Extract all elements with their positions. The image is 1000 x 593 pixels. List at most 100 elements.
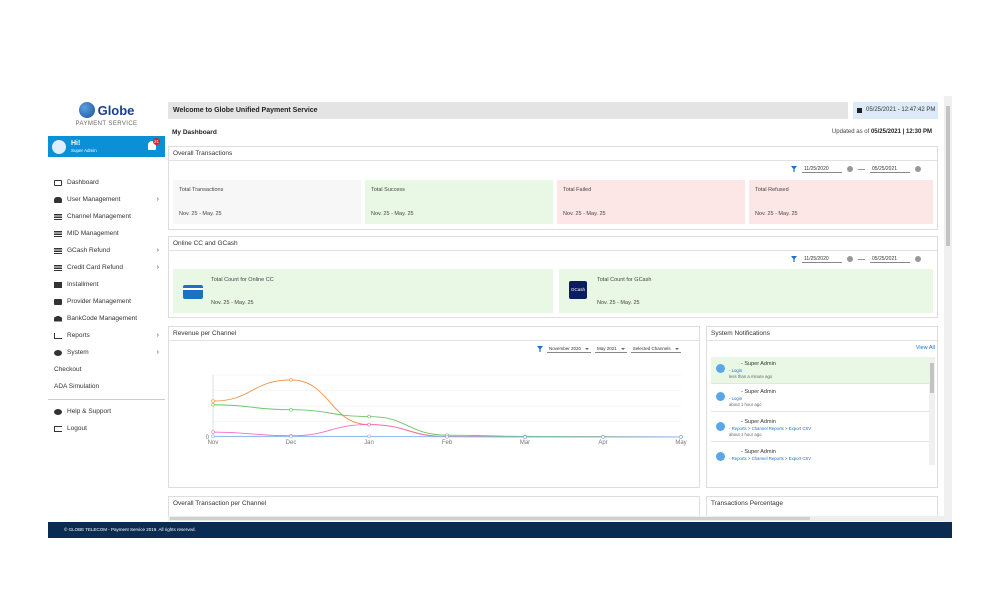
x-tick-label: Dec — [286, 440, 297, 446]
logout-icon — [54, 425, 62, 432]
notification-action[interactable]: - Reports > Channel Reports > Export CSV — [729, 426, 812, 431]
view-all-link[interactable]: View All — [915, 345, 935, 351]
sidebar-item-provider-management[interactable]: Provider Management — [48, 293, 165, 310]
notification-time: about 1 hour ago — [729, 432, 762, 437]
sidebar-item-label: Installment — [67, 281, 99, 288]
notification-item[interactable]: - Super Admin - Reports > Channel Report… — [711, 445, 931, 472]
notification-time: about 1 hour ago — [729, 402, 762, 407]
date-from-input[interactable]: 11/25/2020 — [802, 255, 842, 263]
notification-action[interactable]: - Login — [729, 396, 743, 401]
sidebar-item-help-support[interactable]: Help & Support — [48, 403, 165, 420]
data-point — [211, 399, 215, 403]
date-from-input[interactable]: 11/25/2020 — [802, 165, 842, 173]
revenue-per-channel-panel: Revenue per Channel November 2020 May 20… — [168, 326, 700, 488]
user-bar[interactable]: Hi! Super Admin 21 — [48, 136, 165, 157]
total-refused-card[interactable]: Total Refused Nov. 25 - May. 25 — [749, 180, 933, 224]
app-window: Globe PAYMENT SERVICE Hi! Super Admin 21… — [48, 96, 952, 538]
notifications-scrollbar[interactable] — [929, 357, 935, 465]
date-to-input[interactable]: 05/25/2021 — [870, 255, 910, 263]
notification-item[interactable]: - Super Admin - Login less than a minute… — [711, 357, 931, 384]
card-range: Nov. 25 - May. 25 — [563, 211, 606, 217]
footer: © GLOBE TELECOM - Payment Service 2019. … — [48, 522, 952, 538]
to-month-select[interactable]: May 2021 — [595, 345, 627, 353]
bell-icon[interactable] — [148, 141, 156, 150]
card-range: Nov. 25 - May. 25 — [211, 300, 254, 306]
total-transactions-card[interactable]: Total Transactions Nov. 25 - May. 25 — [173, 180, 361, 224]
bank-icon — [54, 315, 62, 322]
notification-item[interactable]: - Super Admin - Reports > Channel Report… — [711, 415, 931, 442]
user-avatar-icon — [716, 392, 725, 401]
notification-action[interactable]: - Reports > Channel Reports > Export CSV — [729, 456, 812, 461]
brand-subtitle: PAYMENT SERVICE — [75, 121, 138, 127]
data-point — [367, 422, 371, 427]
sidebar-item-installment[interactable]: Installment — [48, 276, 165, 293]
sidebar-item-gcash-refund[interactable]: GCash Refund › — [48, 242, 165, 259]
sidebar-item-ada-simulation[interactable]: ADA Simulation — [48, 378, 165, 395]
chevron-right-icon: › — [156, 264, 159, 271]
card-title: Total Refused — [755, 187, 789, 193]
card-range: Nov. 25 - May. 25 — [179, 211, 222, 217]
sidebar-item-dashboard[interactable]: Dashboard — [48, 174, 165, 191]
filter-icon[interactable] — [537, 346, 543, 352]
list-icon — [54, 213, 62, 220]
clear-icon[interactable] — [847, 256, 853, 262]
total-success-card[interactable]: Total Success Nov. 25 - May. 25 — [365, 180, 553, 224]
sidebar-item-label: Logout — [67, 425, 87, 432]
date-filter: 11/25/2020 — 05/25/2021 — [791, 165, 921, 173]
panel-title: Overall Transaction per Channel — [173, 500, 267, 507]
filter-icon[interactable] — [791, 256, 797, 262]
clear-icon[interactable] — [847, 166, 853, 172]
gcash-card[interactable]: GCash Total Count for GCash Nov. 25 - Ma… — [559, 269, 933, 313]
data-point — [289, 378, 293, 382]
data-point — [601, 435, 605, 439]
data-point — [211, 403, 215, 407]
range-separator: — — [858, 255, 865, 263]
sidebar-item-mid-management[interactable]: MID Management — [48, 225, 165, 242]
chevron-right-icon: › — [156, 196, 159, 203]
sidebar-item-channel-management[interactable]: Channel Management — [48, 208, 165, 225]
sidebar-item-checkout[interactable]: Checkout — [48, 361, 165, 378]
sidebar-item-reports[interactable]: Reports › — [48, 327, 165, 344]
from-month-select[interactable]: November 2020 — [547, 345, 592, 353]
notification-user: - Super Admin — [741, 449, 776, 455]
sidebar-item-bankcode-management[interactable]: BankCode Management — [48, 310, 165, 327]
sidebar-item-label: Checkout — [54, 366, 82, 373]
data-point — [367, 414, 371, 419]
notification-item[interactable]: - Super Admin - Login about 1 hour ago — [711, 385, 931, 412]
page-scrollbar[interactable] — [944, 96, 952, 522]
user-avatar-icon — [716, 422, 725, 431]
updated-prefix: Updated as of — [831, 129, 871, 135]
scrollbar-thumb[interactable] — [946, 106, 950, 246]
updated-timestamp: Updated as of 05/25/2021 | 12:30 PM — [832, 129, 932, 135]
total-failed-card[interactable]: Total Failed Nov. 25 - May. 25 — [557, 180, 745, 224]
user-avatar-icon — [716, 452, 725, 461]
channels-select[interactable]: Selected Channels — [630, 345, 681, 353]
notification-count-badge: 21 — [153, 138, 160, 145]
clear-icon[interactable] — [915, 256, 921, 262]
series-line — [212, 404, 682, 438]
panel-title: Revenue per Channel — [169, 327, 699, 341]
online-cc-card[interactable]: Total Count for Online CC Nov. 25 - May.… — [173, 269, 553, 313]
page-title: My Dashboard — [172, 129, 217, 136]
date-to-input[interactable]: 05/25/2021 — [870, 165, 910, 173]
sidebar-item-logout[interactable]: Logout — [48, 420, 165, 437]
list-icon — [54, 230, 62, 237]
sidebar-item-user-management[interactable]: User Management › — [48, 191, 165, 208]
series-line — [212, 379, 682, 438]
revenue-filter: November 2020 May 2021 Selected Channels — [537, 345, 681, 353]
filter-icon[interactable] — [791, 166, 797, 172]
brand-logo[interactable]: Globe PAYMENT SERVICE — [48, 100, 165, 130]
panel-title: Online CC and GCash — [169, 237, 937, 251]
scrollbar-thumb[interactable] — [170, 517, 810, 520]
horizontal-scrollbar[interactable] — [168, 516, 944, 521]
sidebar-menu: Dashboard User Management › Channel Manag… — [48, 174, 165, 437]
sidebar-item-credit-card-refund[interactable]: Credit Card Refund › — [48, 259, 165, 276]
sidebar-item-system[interactable]: System › — [48, 344, 165, 361]
scrollbar-thumb[interactable] — [930, 363, 934, 393]
caret-down-icon — [674, 347, 679, 350]
panel-title: Transactions Percentage — [711, 500, 784, 507]
clear-icon[interactable] — [915, 166, 921, 172]
brand-name: Globe — [97, 102, 135, 118]
panel-title: Overall Transactions — [169, 147, 937, 161]
notification-action[interactable]: - Login — [729, 368, 743, 373]
